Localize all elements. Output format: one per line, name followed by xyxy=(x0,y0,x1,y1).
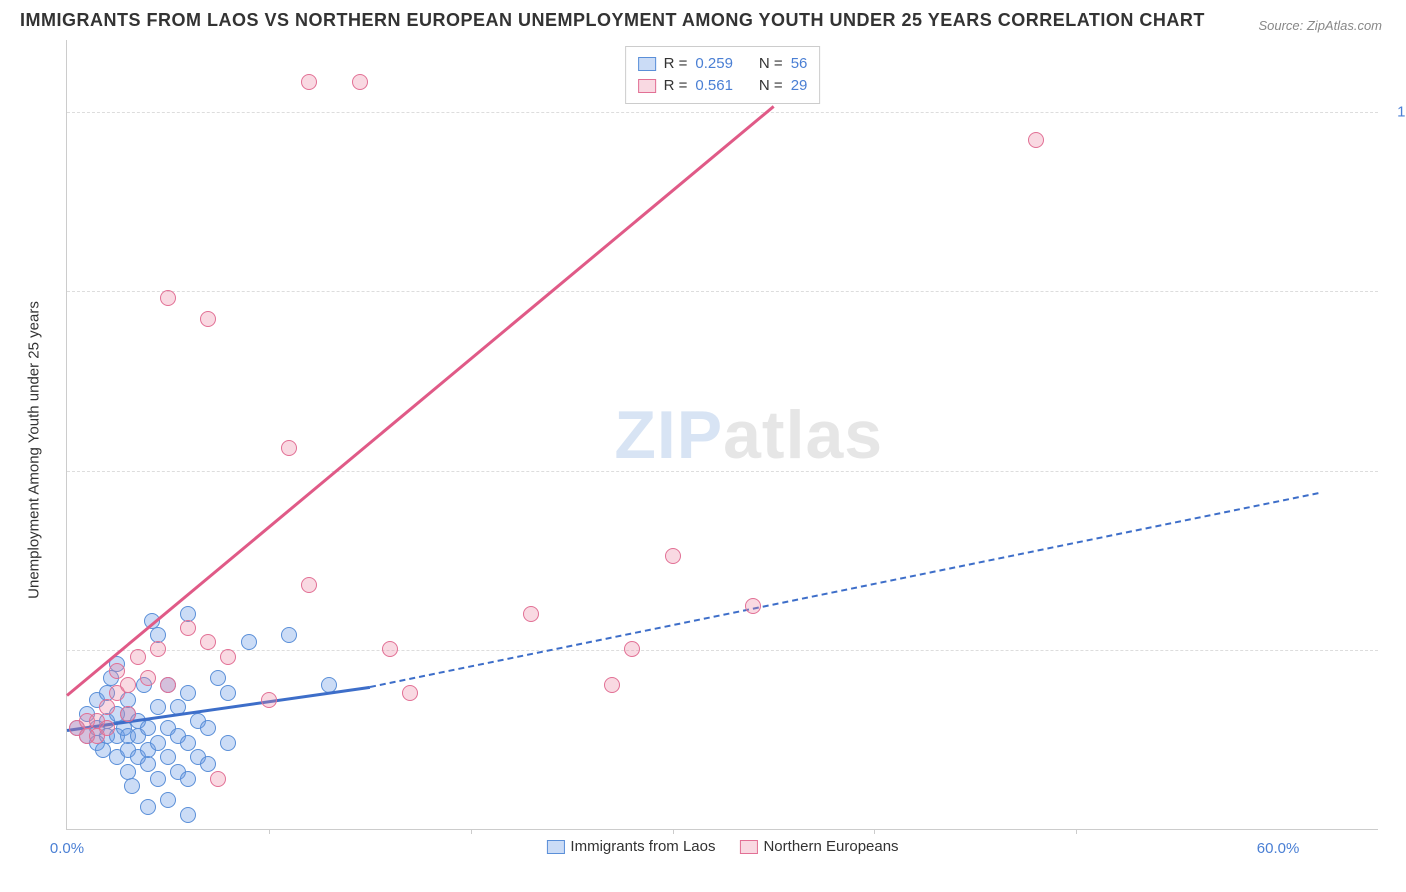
data-point xyxy=(665,548,681,564)
gridline-h xyxy=(67,291,1378,292)
data-point xyxy=(140,720,156,736)
data-point xyxy=(180,735,196,751)
data-point xyxy=(261,692,277,708)
data-point xyxy=(124,778,140,794)
data-point xyxy=(180,685,196,701)
data-point xyxy=(99,720,115,736)
data-point xyxy=(160,749,176,765)
legend-swatch xyxy=(546,840,564,854)
data-point xyxy=(301,577,317,593)
legend-swatch xyxy=(638,57,656,71)
data-point xyxy=(281,440,297,456)
legend-n-value: 29 xyxy=(791,75,808,97)
watermark: ZIPatlas xyxy=(614,396,883,474)
legend-swatch xyxy=(638,79,656,93)
data-point xyxy=(200,311,216,327)
x-minor-tick xyxy=(1076,829,1077,834)
data-point xyxy=(220,685,236,701)
y-axis-label: Unemployment Among Youth under 25 years xyxy=(26,301,43,599)
x-tick-label: 60.0% xyxy=(1257,840,1300,857)
data-point xyxy=(624,641,640,657)
data-point xyxy=(241,634,257,650)
legend-series-label: Immigrants from Laos xyxy=(570,838,715,855)
x-tick-label: 0.0% xyxy=(50,840,84,857)
data-point xyxy=(160,290,176,306)
data-point xyxy=(140,670,156,686)
legend-swatch xyxy=(739,840,757,854)
trend-line-solid xyxy=(66,105,774,696)
data-point xyxy=(99,699,115,715)
gridline-h xyxy=(67,112,1378,113)
x-minor-tick xyxy=(874,829,875,834)
y-tick-label: 25.0% xyxy=(1388,642,1406,659)
data-point xyxy=(130,649,146,665)
legend-item: Northern Europeans xyxy=(739,838,898,855)
y-tick-label: 75.0% xyxy=(1388,283,1406,300)
legend-series-label: Northern Europeans xyxy=(763,838,898,855)
legend-r-label: R = xyxy=(664,53,688,75)
data-point xyxy=(120,706,136,722)
data-point xyxy=(140,799,156,815)
data-point xyxy=(210,670,226,686)
correlation-legend: R = 0.259 N = 56 R = 0.561 N = 29 xyxy=(625,46,821,104)
legend-r-value: 0.561 xyxy=(695,75,733,97)
legend-row: R = 0.259 N = 56 xyxy=(638,53,808,75)
data-point xyxy=(200,756,216,772)
chart-area: Unemployment Among Youth under 25 years … xyxy=(48,40,1388,860)
data-point xyxy=(150,699,166,715)
data-point xyxy=(382,641,398,657)
x-minor-tick xyxy=(471,829,472,834)
watermark-part2: atlas xyxy=(723,397,883,473)
legend-n-value: 56 xyxy=(791,53,808,75)
legend-n-label: N = xyxy=(759,53,783,75)
data-point xyxy=(220,649,236,665)
legend-n-label: N = xyxy=(759,75,783,97)
data-point xyxy=(1028,132,1044,148)
data-point xyxy=(200,634,216,650)
chart-title: IMMIGRANTS FROM LAOS VS NORTHERN EUROPEA… xyxy=(20,10,1205,31)
data-point xyxy=(150,735,166,751)
data-point xyxy=(180,771,196,787)
legend-r-label: R = xyxy=(664,75,688,97)
trend-line-dashed xyxy=(370,492,1319,688)
plot-region: ZIPatlas R =0.259N =56R =0.561N =29 Immi… xyxy=(66,40,1378,830)
y-tick-label: 100.0% xyxy=(1388,103,1406,120)
watermark-part1: ZIP xyxy=(614,397,723,473)
data-point xyxy=(160,792,176,808)
data-point xyxy=(281,627,297,643)
data-point xyxy=(180,807,196,823)
data-point xyxy=(180,620,196,636)
data-point xyxy=(402,685,418,701)
data-point xyxy=(109,663,125,679)
data-point xyxy=(200,720,216,736)
data-point xyxy=(301,74,317,90)
legend-row: R = 0.561 N = 29 xyxy=(638,75,808,97)
series-legend: Immigrants from Laos Northern Europeans xyxy=(546,838,898,855)
x-minor-tick xyxy=(673,829,674,834)
data-point xyxy=(150,771,166,787)
y-tick-label: 50.0% xyxy=(1388,462,1406,479)
data-point xyxy=(150,641,166,657)
source-attribution: Source: ZipAtlas.com xyxy=(1258,18,1382,33)
data-point xyxy=(140,756,156,772)
data-point xyxy=(352,74,368,90)
x-minor-tick xyxy=(269,829,270,834)
data-point xyxy=(210,771,226,787)
data-point xyxy=(160,677,176,693)
data-point xyxy=(120,677,136,693)
legend-item: Immigrants from Laos xyxy=(546,838,715,855)
legend-r-value: 0.259 xyxy=(695,53,733,75)
data-point xyxy=(523,606,539,622)
gridline-h xyxy=(67,471,1378,472)
data-point xyxy=(745,598,761,614)
gridline-h xyxy=(67,650,1378,651)
data-point xyxy=(220,735,236,751)
data-point xyxy=(604,677,620,693)
